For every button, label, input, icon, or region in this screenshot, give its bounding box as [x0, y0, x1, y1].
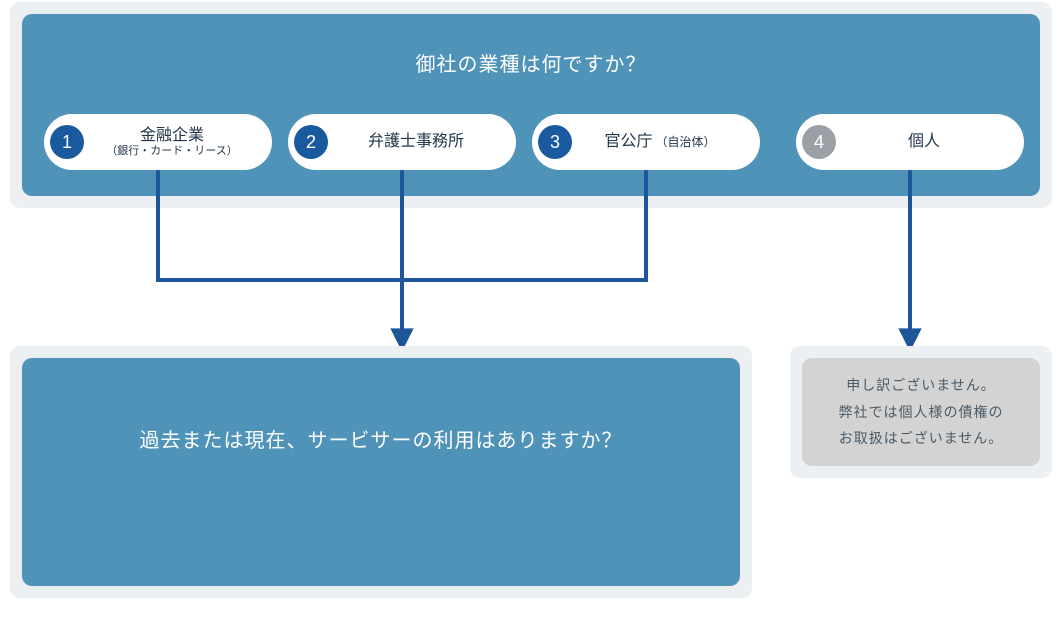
option-government[interactable]: 3 官公庁（自治体） — [532, 114, 760, 170]
bottom-panel: 過去または現在、サービサーの利用はありますか？ — [22, 358, 740, 586]
question-servicer: 過去または現在、サービサーの利用はありますか？ — [22, 424, 740, 453]
option-label: 個人 — [844, 132, 1004, 151]
option-number-badge: 1 — [50, 125, 84, 159]
option-number-badge: 2 — [294, 125, 328, 159]
diagram-canvas: 御社の業種は何ですか？ 1 金融企業 （銀行・カード・リース） 2 弁護士事務所… — [0, 0, 1063, 622]
option-number-badge: 3 — [538, 125, 572, 159]
option-lawyer[interactable]: 2 弁護士事務所 — [288, 114, 516, 170]
sorry-message: 申し訳ございません。 弊社では個人様の債権の お取扱はございません。 — [839, 372, 1004, 452]
sorry-panel: 申し訳ございません。 弊社では個人様の債権の お取扱はございません。 — [802, 358, 1040, 466]
option-individual[interactable]: 4 個人 — [796, 114, 1024, 170]
question-industry: 御社の業種は何ですか？ — [22, 48, 1040, 77]
option-label: 官公庁（自治体） — [580, 132, 740, 151]
option-label: 弁護士事務所 — [336, 132, 496, 151]
option-label: 金融企業 （銀行・カード・リース） — [92, 126, 252, 158]
option-finance[interactable]: 1 金融企業 （銀行・カード・リース） — [44, 114, 272, 170]
option-number-badge: 4 — [802, 125, 836, 159]
